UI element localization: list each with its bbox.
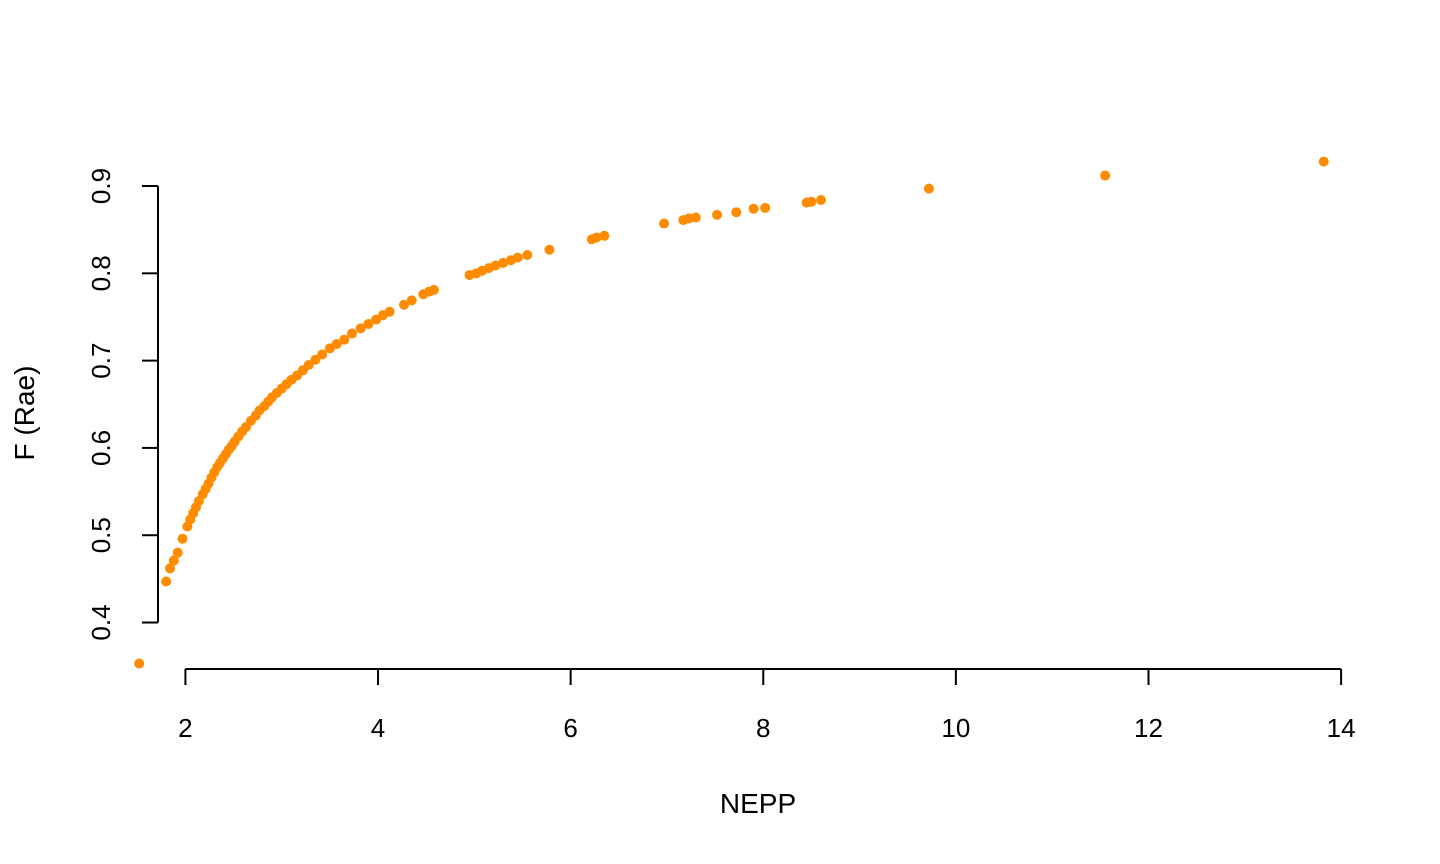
data-point: [599, 230, 610, 241]
data-point: [384, 306, 395, 317]
data-point: [177, 533, 188, 544]
data-point: [690, 212, 701, 223]
data-point: [310, 354, 321, 365]
data-point: [172, 547, 183, 558]
data-point: [923, 183, 934, 194]
x-tick-label: 6: [563, 713, 577, 743]
data-point: [498, 257, 509, 268]
data-point: [1318, 156, 1329, 167]
data-point: [428, 284, 439, 295]
y-tick-label: 0.6: [86, 430, 116, 466]
x-tick-label: 2: [178, 713, 192, 743]
data-point: [544, 244, 555, 255]
data-point: [317, 349, 328, 360]
x-tick-label: 14: [1327, 713, 1356, 743]
data-point: [399, 299, 410, 310]
y-tick-label: 0.4: [86, 604, 116, 640]
data-point: [659, 218, 670, 229]
x-tick-label: 8: [756, 713, 770, 743]
y-tick-label: 0.5: [86, 517, 116, 553]
data-point: [760, 202, 771, 213]
data-point: [406, 295, 417, 306]
data-point: [522, 249, 533, 260]
data-point: [806, 196, 817, 207]
data-point: [168, 555, 179, 566]
data-point: [303, 359, 314, 370]
data-point: [512, 252, 523, 263]
data-point: [1100, 170, 1111, 181]
data-point: [331, 339, 342, 350]
data-point: [134, 658, 145, 669]
data-point: [363, 318, 374, 329]
data-point: [731, 207, 742, 218]
y-axis: 0.4 0.5 0.6 0.7 0.8 0.9: [86, 168, 159, 641]
data-point: [712, 209, 723, 220]
data-point: [347, 328, 358, 339]
data-point: [339, 334, 350, 345]
y-tick-label: 0.7: [86, 343, 116, 379]
y-axis-title: F (Rae): [9, 366, 40, 461]
data-point: [355, 323, 366, 334]
data-point: [490, 260, 501, 271]
data-point: [748, 203, 759, 214]
data-point: [161, 576, 172, 587]
data-point: [591, 232, 602, 243]
x-tick-label: 10: [941, 713, 970, 743]
data-points: [134, 156, 1329, 669]
x-axis-title: NEPP: [720, 788, 796, 819]
data-point: [816, 194, 827, 205]
data-point: [165, 563, 176, 574]
y-tick-label: 0.9: [86, 168, 116, 204]
x-tick-label: 4: [371, 713, 385, 743]
x-axis: 2 4 6 8 10 12 14: [178, 668, 1356, 743]
y-tick-label: 0.8: [86, 255, 116, 291]
x-tick-label: 12: [1134, 713, 1163, 743]
